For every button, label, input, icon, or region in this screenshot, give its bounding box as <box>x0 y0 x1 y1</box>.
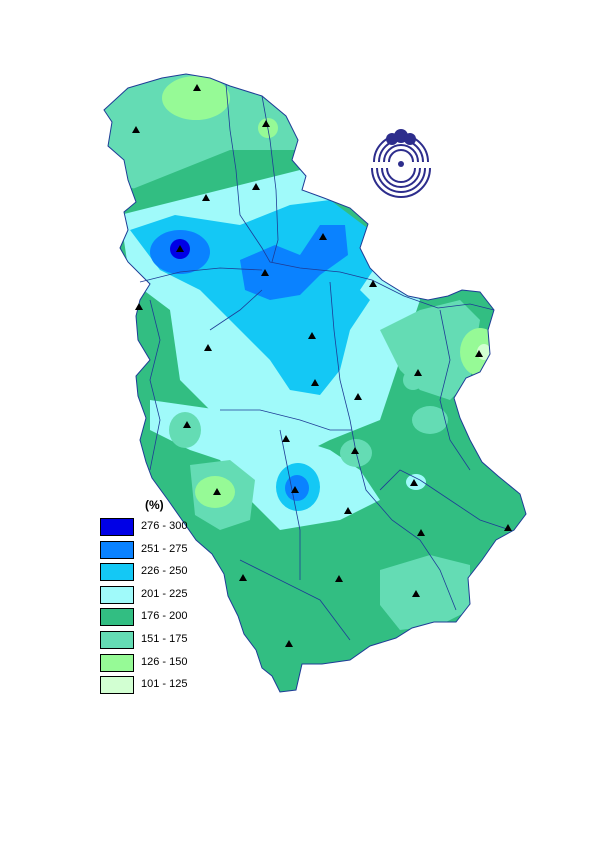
station-marker-triangle-icon <box>354 393 362 400</box>
station-marker-triangle-icon <box>135 303 143 310</box>
legend-row: 101 - 125 <box>100 676 230 696</box>
station-marker-triangle-icon <box>504 524 512 531</box>
legend-swatch <box>100 631 134 649</box>
station-marker-triangle-icon <box>311 379 319 386</box>
legend-swatch <box>100 563 134 582</box>
legend-range-label: 276 - 300 <box>141 520 188 532</box>
legend-swatch <box>100 676 134 695</box>
station-marker-triangle-icon <box>132 126 140 133</box>
zone-151-175-east2 <box>412 406 448 434</box>
river-morava <box>329 281 457 611</box>
zone-151-175-north <box>104 74 300 190</box>
station-marker-triangle-icon <box>193 84 201 91</box>
legend-row: 226 - 250 <box>100 563 230 583</box>
station-marker-triangle-icon <box>262 120 270 127</box>
zone-251-275-center <box>240 225 348 300</box>
station-marker-triangle-icon <box>417 529 425 536</box>
legend-range-label: 101 - 125 <box>141 678 188 691</box>
river-ibar <box>279 429 301 580</box>
legend-range-label: 201 - 225 <box>141 587 188 600</box>
station-marker-triangle-icon <box>351 447 359 454</box>
zone-251-275-south <box>285 475 309 501</box>
hydrometeorological-service-emblem <box>371 129 431 198</box>
station-marker-triangle-icon <box>319 233 327 240</box>
legend-range-label: 126 - 150 <box>141 655 188 668</box>
legend-row: 126 - 150 <box>100 653 230 674</box>
zone-151-175-southeast <box>380 555 470 630</box>
station-marker-triangle-icon <box>308 332 316 339</box>
legend-row: 176 - 200 <box>100 608 230 628</box>
legend-swatch <box>100 540 134 559</box>
station-marker-triangle-icon <box>183 421 191 428</box>
legend-swatch <box>100 518 134 536</box>
river-kolubara <box>209 289 263 331</box>
station-marker-triangle-icon <box>261 269 269 276</box>
river-south-morava <box>379 469 511 531</box>
river-west-morava <box>220 409 352 431</box>
zone-126-150-north <box>162 76 230 120</box>
legend-swatch <box>100 585 134 604</box>
legend-range-label: 226 - 250 <box>141 565 188 578</box>
station-marker-triangle-icon <box>412 590 420 597</box>
legend-title: (%) <box>145 498 164 512</box>
legend-range-label: 151 - 175 <box>141 633 188 645</box>
legend-row: 251 - 275 <box>100 540 230 561</box>
station-marker-triangle-icon <box>176 245 184 252</box>
country-border <box>103 73 527 693</box>
station-marker-triangle-icon <box>475 350 483 357</box>
station-marker-triangle-icon <box>252 183 260 190</box>
station-marker-triangle-icon <box>369 280 377 287</box>
station-marker-triangle-icon <box>285 640 293 647</box>
zone-201-225-south <box>150 400 380 530</box>
legend-row: 201 - 225 <box>100 585 230 606</box>
stations <box>132 84 512 647</box>
station-marker-triangle-icon <box>239 574 247 581</box>
river-timok <box>439 309 471 471</box>
river-sava <box>139 267 263 283</box>
station-marker-triangle-icon <box>335 575 343 582</box>
station-marker-triangle-icon <box>344 507 352 514</box>
legend-swatch <box>100 608 134 627</box>
river-drina <box>149 299 161 471</box>
river-danube <box>225 83 495 311</box>
station-marker-triangle-icon <box>204 344 212 351</box>
station-marker-triangle-icon <box>410 479 418 486</box>
legend-row: 276 - 300 <box>100 518 230 538</box>
legend-range-label: 251 - 275 <box>141 542 188 555</box>
legend-range-label: 176 - 200 <box>141 610 188 623</box>
station-marker-triangle-icon <box>213 488 221 495</box>
station-marker-triangle-icon <box>414 369 422 376</box>
station-marker-triangle-icon <box>282 435 290 442</box>
station-marker-triangle-icon <box>291 486 299 493</box>
zone-151-175-west <box>169 412 201 448</box>
river-south <box>239 559 351 641</box>
station-marker-triangle-icon <box>202 194 210 201</box>
legend-swatch <box>100 653 134 672</box>
legend-row: 151 - 175 <box>100 631 230 651</box>
